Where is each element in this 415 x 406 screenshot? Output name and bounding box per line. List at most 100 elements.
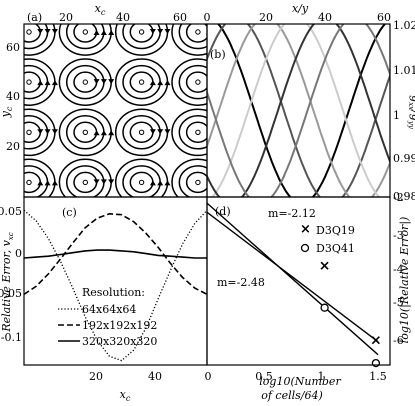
streamline-loop (122, 165, 161, 197)
vortex-center (26, 179, 32, 186)
streamline-loop (243, 223, 266, 243)
streamline-arrow (214, 179, 220, 184)
streamline-arrow (164, 29, 171, 34)
panel-a-xtick: 20 (59, 11, 73, 24)
vortex-center (195, 179, 201, 186)
streamline-loop (129, 171, 154, 194)
streamline-loop (178, 24, 207, 50)
panel-c-series (24, 209, 207, 362)
streamline-arrow (263, 29, 269, 34)
streamline-loop (178, 115, 207, 150)
streamline-loop (73, 24, 98, 43)
panel-c-xtick: 20 (89, 370, 103, 383)
panel-d-ytick: -3 (393, 229, 404, 242)
streamline-arrow (0, 130, 2, 135)
sine-curve (207, 24, 390, 197)
streamline-arrow (263, 230, 269, 235)
streamline-arrow (157, 29, 164, 34)
panel-a-xtick: 60 (173, 11, 187, 24)
streamline-loop (185, 24, 207, 43)
sine-curve (207, 24, 390, 197)
streamline-loop (171, 158, 207, 197)
streamline-arrow (108, 231, 114, 236)
vortex-center (82, 29, 89, 35)
streamline-arrow (157, 129, 164, 135)
panel-b-ytick: 0.99 (393, 152, 415, 165)
streamline-arrow (37, 129, 44, 135)
streamline-loop (228, 159, 280, 205)
streamline-arrow (157, 230, 163, 235)
panel-d-ytick: -6 (393, 334, 404, 347)
vortex-center (196, 230, 200, 234)
panel-b-tag: (b) (210, 48, 226, 61)
streamline-arrow (51, 80, 58, 86)
vortex-center (26, 79, 32, 85)
panel-a: (a) xc 20 40 60 60 40 20 yc (0, 0, 283, 243)
streamline-arrow (37, 180, 44, 186)
panel-b-xtick: 40 (318, 11, 332, 24)
streamline-loop (129, 71, 154, 93)
error-series-line (24, 249, 207, 259)
streamline-loop (130, 223, 153, 243)
streamline-arrow (149, 180, 156, 186)
streamline-loop (122, 64, 161, 100)
fit-line (207, 211, 379, 343)
error-series-line (24, 212, 207, 296)
panel-d-frame (206, 196, 391, 366)
streamline-arrow (270, 230, 276, 235)
vortex-center (27, 230, 31, 234)
streamline-arrow (51, 180, 58, 186)
vortex-center (252, 130, 256, 134)
panel-c-ytick: 0.05 (0, 205, 22, 218)
panel-c-ytick: -0.05 (0, 287, 22, 300)
sine-curve (211, 24, 381, 197)
slope-label-top: m=-2.12 (268, 207, 316, 220)
streamline-arrow (51, 29, 58, 34)
vortex-center (252, 230, 256, 234)
streamline-loop (122, 115, 161, 150)
vortex-center (82, 129, 89, 136)
streamline-arrow (51, 129, 58, 135)
streamline-arrow (164, 80, 171, 86)
panel-a-tag: (a) (27, 11, 42, 24)
panel-d-ytick: -5 (393, 296, 404, 309)
streamlines (0, 0, 283, 243)
panel-c-legend-title: Resolution: (82, 286, 145, 299)
streamline-loop (24, 165, 49, 197)
data-marker-x (320, 261, 329, 270)
streamline-loop (178, 64, 207, 100)
streamline-arrow (157, 180, 164, 186)
streamline-loop (185, 121, 207, 144)
sine-series (207, 24, 390, 197)
streamline-loop (185, 171, 207, 194)
streamline-arrow (164, 129, 171, 135)
streamline-arrow (108, 130, 115, 136)
vortex-center (26, 29, 32, 35)
streamline-loop (73, 171, 98, 194)
panel-b-ytick: 1.02 (393, 19, 415, 32)
sine-curve (207, 24, 390, 197)
panel-a-ytick: 60 (6, 41, 20, 54)
vortex-center (195, 29, 201, 35)
panel-a-ytick: 40 (6, 90, 20, 103)
streamline-arrow (214, 79, 220, 84)
streamline-loop (178, 165, 207, 197)
streamline-arrow (277, 129, 283, 134)
streamline-loop (65, 115, 105, 150)
streamline-arrow (277, 230, 283, 235)
streamline-arrow (270, 29, 276, 34)
streamline-loop (3, 0, 55, 5)
streamline-arrow (100, 79, 107, 85)
sine-curve (216, 24, 387, 197)
panel-c-ytick: 0 (15, 247, 22, 260)
streamline-loop (24, 121, 42, 144)
streamline-arrow (165, 230, 171, 235)
vortex-center (26, 129, 32, 136)
panel-b-xtick: 0 (204, 11, 211, 24)
streamline-arrow (101, 231, 107, 236)
vortex-center (195, 129, 201, 136)
streamline-arrow (94, 231, 100, 236)
streamline-arrow (93, 130, 100, 136)
panel-a-ytick: 20 (6, 140, 20, 153)
panel-b-ytick: 1.01 (393, 64, 415, 77)
